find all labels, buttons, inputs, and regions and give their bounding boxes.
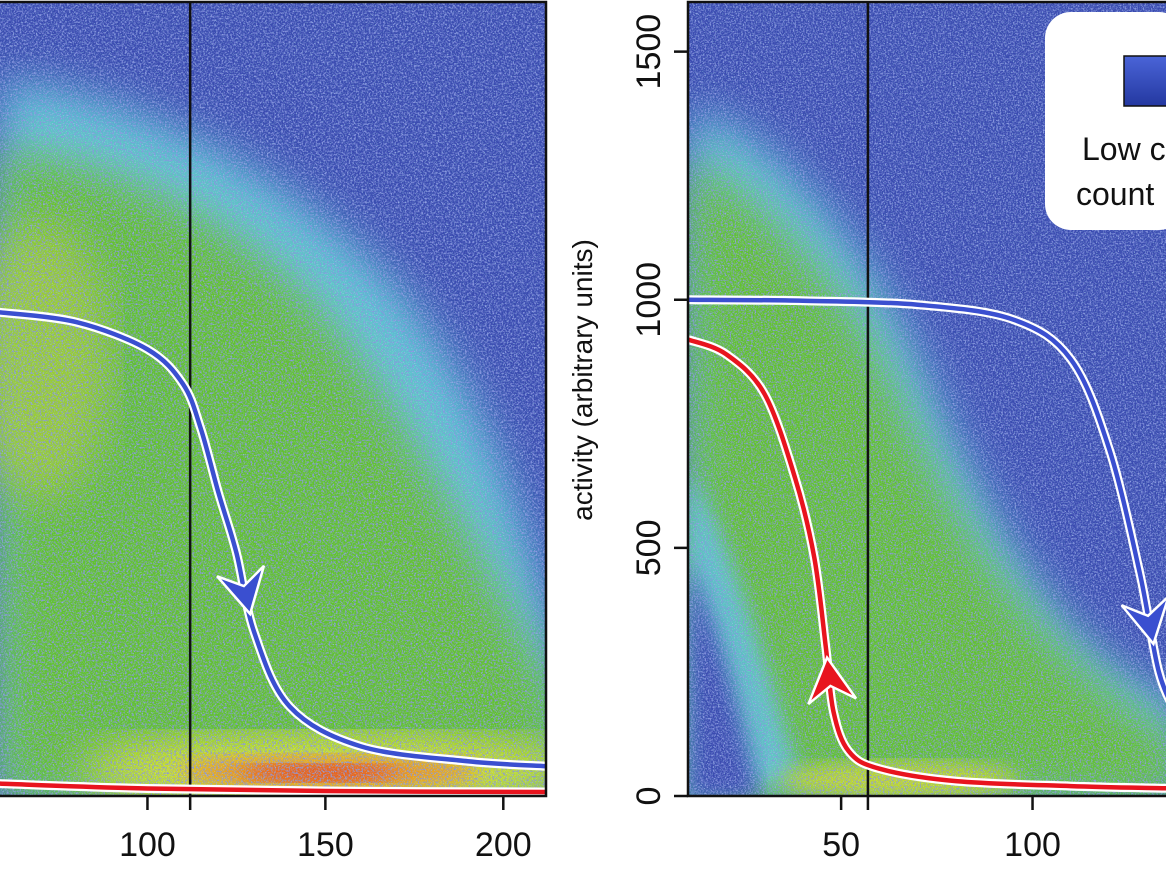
direction-arrow-0 <box>1120 597 1166 647</box>
legend-label-line1: Low ce <box>1082 131 1166 167</box>
series-line-1 <box>0 781 546 795</box>
y-tick-label: 1500 <box>630 14 668 90</box>
legend-color-swatch <box>1123 55 1166 107</box>
legend: Low ce count <box>1045 12 1166 230</box>
left-panel: 100 150 200 <box>0 0 548 864</box>
left-heatmap <box>0 2 546 796</box>
direction-arrow-0 <box>216 564 266 617</box>
y-tick-label: 0 <box>630 787 668 806</box>
left-plot-frame <box>0 0 548 798</box>
x-tick-label: 50 <box>822 826 860 864</box>
x-tick-label: 200 <box>475 826 532 864</box>
y-axis-label: activity (arbitrary units) <box>567 239 598 521</box>
x-tick-label: 100 <box>1004 826 1061 864</box>
x-tick-label: 100 <box>119 826 176 864</box>
y-tick-label: 500 <box>630 520 668 577</box>
legend-label-line2: count <box>1076 176 1154 212</box>
x-tick-label: 150 <box>297 826 354 864</box>
direction-arrow-1 <box>807 654 858 706</box>
series-line-0 <box>0 310 546 769</box>
right-plot-frame <box>686 0 1166 798</box>
y-tick-label: 1000 <box>630 262 668 338</box>
